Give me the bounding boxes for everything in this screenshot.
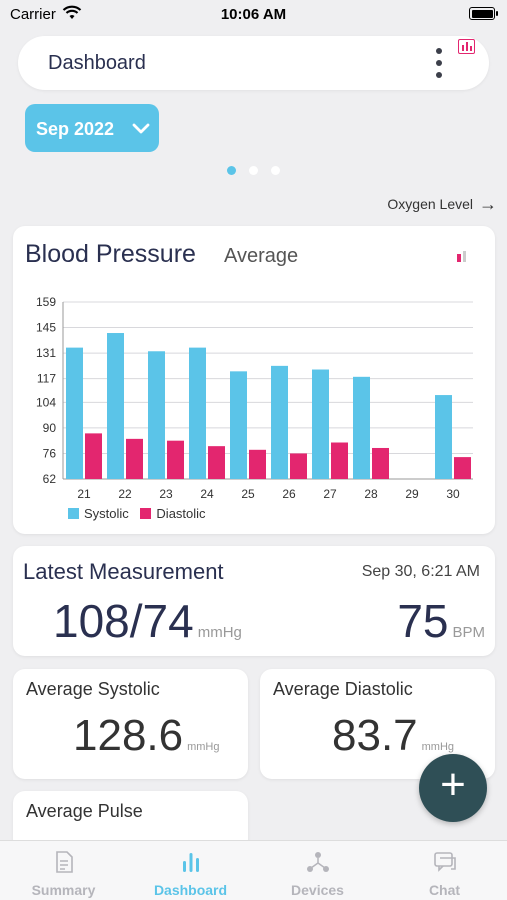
carrier-label: Carrier bbox=[10, 6, 56, 23]
bar-systolic bbox=[435, 395, 452, 479]
oxygen-level-label: Oxygen Level bbox=[387, 196, 473, 212]
y-tick-label: 76 bbox=[43, 446, 57, 460]
bar-systolic bbox=[189, 347, 206, 479]
x-tick-label: 28 bbox=[364, 487, 378, 501]
x-tick-label: 25 bbox=[241, 487, 255, 501]
bar-diastolic bbox=[331, 442, 348, 479]
blood-pressure-chart: 62 76 90 104 117 131 145 159 21 22 23 24 25 26 27 28 29 3… bbox=[36, 295, 473, 501]
bar-systolic bbox=[353, 376, 370, 479]
y-tick-label: 131 bbox=[36, 346, 56, 360]
page-dot[interactable] bbox=[271, 166, 280, 175]
x-tick-label: 21 bbox=[77, 487, 91, 501]
chevron-down-icon bbox=[132, 123, 150, 134]
tab-chat-label: Chat bbox=[428, 882, 461, 898]
page-title: Dashboard bbox=[48, 52, 146, 74]
bp-unit: mmHg bbox=[197, 624, 242, 641]
y-tick-label: 159 bbox=[36, 295, 56, 309]
tab-devices[interactable]: Devices bbox=[254, 841, 381, 900]
bar-systolic bbox=[271, 365, 288, 479]
month-selector-button[interactable]: Sep 2022 bbox=[25, 104, 159, 152]
bar-diastolic bbox=[372, 447, 389, 479]
legend-swatch bbox=[68, 508, 79, 519]
average-diastolic-unit: mmHg bbox=[421, 741, 455, 753]
latest-bp-value: 108/74 mmHg bbox=[53, 595, 242, 647]
chart-legend: Systolic Diastolic bbox=[68, 506, 214, 521]
latest-measurement-title: Latest Measurement bbox=[23, 559, 224, 584]
x-tick-label: 24 bbox=[200, 487, 214, 501]
legend-systolic: Systolic bbox=[68, 506, 129, 521]
latest-pulse-value: 75 BPM bbox=[397, 595, 485, 647]
average-systolic-unit: mmHg bbox=[187, 741, 220, 753]
latest-measurement-date: Sep 30, 6:21 AM bbox=[361, 563, 480, 580]
bar-diastolic bbox=[249, 449, 266, 479]
tab-summary[interactable]: Summary bbox=[0, 841, 127, 900]
bar-systolic bbox=[148, 351, 165, 479]
bar-diastolic bbox=[208, 446, 225, 479]
legend-diastolic: Diastolic bbox=[140, 506, 206, 521]
legend-swatch bbox=[140, 508, 152, 519]
battery-icon bbox=[469, 7, 498, 20]
filter-icon[interactable] bbox=[457, 250, 469, 264]
y-tick-label: 62 bbox=[43, 472, 57, 486]
average-systolic-value: 128.6 mmHg bbox=[73, 711, 220, 760]
y-tick-label: 104 bbox=[36, 395, 56, 409]
tab-devices-label: Devices bbox=[291, 882, 344, 898]
average-systolic-title: Average Systolic bbox=[26, 679, 160, 699]
status-bar: Carrier 10:06 AM bbox=[0, 0, 507, 30]
x-tick-label: 29 bbox=[405, 487, 419, 501]
plus-icon: + bbox=[440, 760, 466, 809]
bar-systolic bbox=[230, 371, 247, 479]
bar-diastolic bbox=[290, 453, 307, 479]
header-bar: Dashboard bbox=[18, 36, 489, 90]
bar-diastolic bbox=[85, 433, 102, 479]
x-tick-label: 23 bbox=[159, 487, 173, 501]
wifi-icon bbox=[62, 5, 82, 19]
tab-bar: Summary Dashboard Devices Chat bbox=[0, 840, 507, 900]
x-tick-label: 27 bbox=[323, 487, 337, 501]
month-label: Sep 2022 bbox=[36, 119, 115, 139]
bar-diastolic bbox=[454, 457, 471, 479]
latest-measurement-card[interactable]: Latest Measurement Sep 30, 6:21 AM 108/7… bbox=[13, 546, 495, 656]
x-tick-label: 26 bbox=[282, 487, 296, 501]
arrow-right-icon: → bbox=[479, 194, 497, 214]
y-tick-label: 90 bbox=[43, 421, 57, 435]
page-dot[interactable] bbox=[227, 166, 236, 175]
average-diastolic-title: Average Diastolic bbox=[273, 679, 413, 699]
bar-chart-icon bbox=[182, 853, 199, 872]
document-icon bbox=[55, 851, 73, 873]
blood-pressure-subtitle: Average bbox=[224, 245, 299, 267]
y-tick-label: 145 bbox=[36, 321, 56, 335]
blood-pressure-card[interactable]: 62 76 90 104 117 131 145 159 21 22 23 24 25 26 27 28 29 3… bbox=[13, 226, 495, 534]
average-pulse-title: Average Pulse bbox=[26, 801, 143, 821]
tab-chat[interactable]: Chat bbox=[381, 841, 507, 900]
page-indicator[interactable] bbox=[227, 166, 287, 176]
add-measurement-button[interactable]: + bbox=[419, 754, 487, 822]
bar-systolic bbox=[107, 333, 124, 479]
bar-diastolic bbox=[126, 438, 143, 479]
y-tick-label: 117 bbox=[37, 372, 56, 386]
chat-icon bbox=[433, 852, 456, 872]
blood-pressure-title: Blood Pressure bbox=[25, 240, 196, 268]
average-systolic-card[interactable]: Average Systolic 128.6 mmHg bbox=[13, 669, 248, 779]
bar-systolic bbox=[66, 347, 83, 479]
tab-dashboard[interactable]: Dashboard bbox=[127, 841, 254, 900]
bar-systolic bbox=[312, 369, 329, 479]
bar-diastolic bbox=[167, 440, 184, 479]
pulse-unit: BPM bbox=[452, 624, 485, 641]
devices-icon bbox=[306, 852, 329, 872]
average-diastolic-value: 83.7 mmHg bbox=[332, 711, 455, 760]
tab-summary-label: Summary bbox=[31, 882, 96, 898]
x-tick-label: 30 bbox=[446, 487, 460, 501]
report-icon[interactable] bbox=[458, 39, 475, 54]
x-tick-label: 22 bbox=[118, 487, 132, 501]
tab-dashboard-label: Dashboard bbox=[153, 882, 228, 898]
clock: 10:06 AM bbox=[220, 6, 287, 23]
oxygen-level-link[interactable]: Oxygen Level → bbox=[387, 193, 497, 214]
page-dot[interactable] bbox=[249, 166, 258, 175]
more-menu-icon[interactable] bbox=[435, 44, 443, 82]
